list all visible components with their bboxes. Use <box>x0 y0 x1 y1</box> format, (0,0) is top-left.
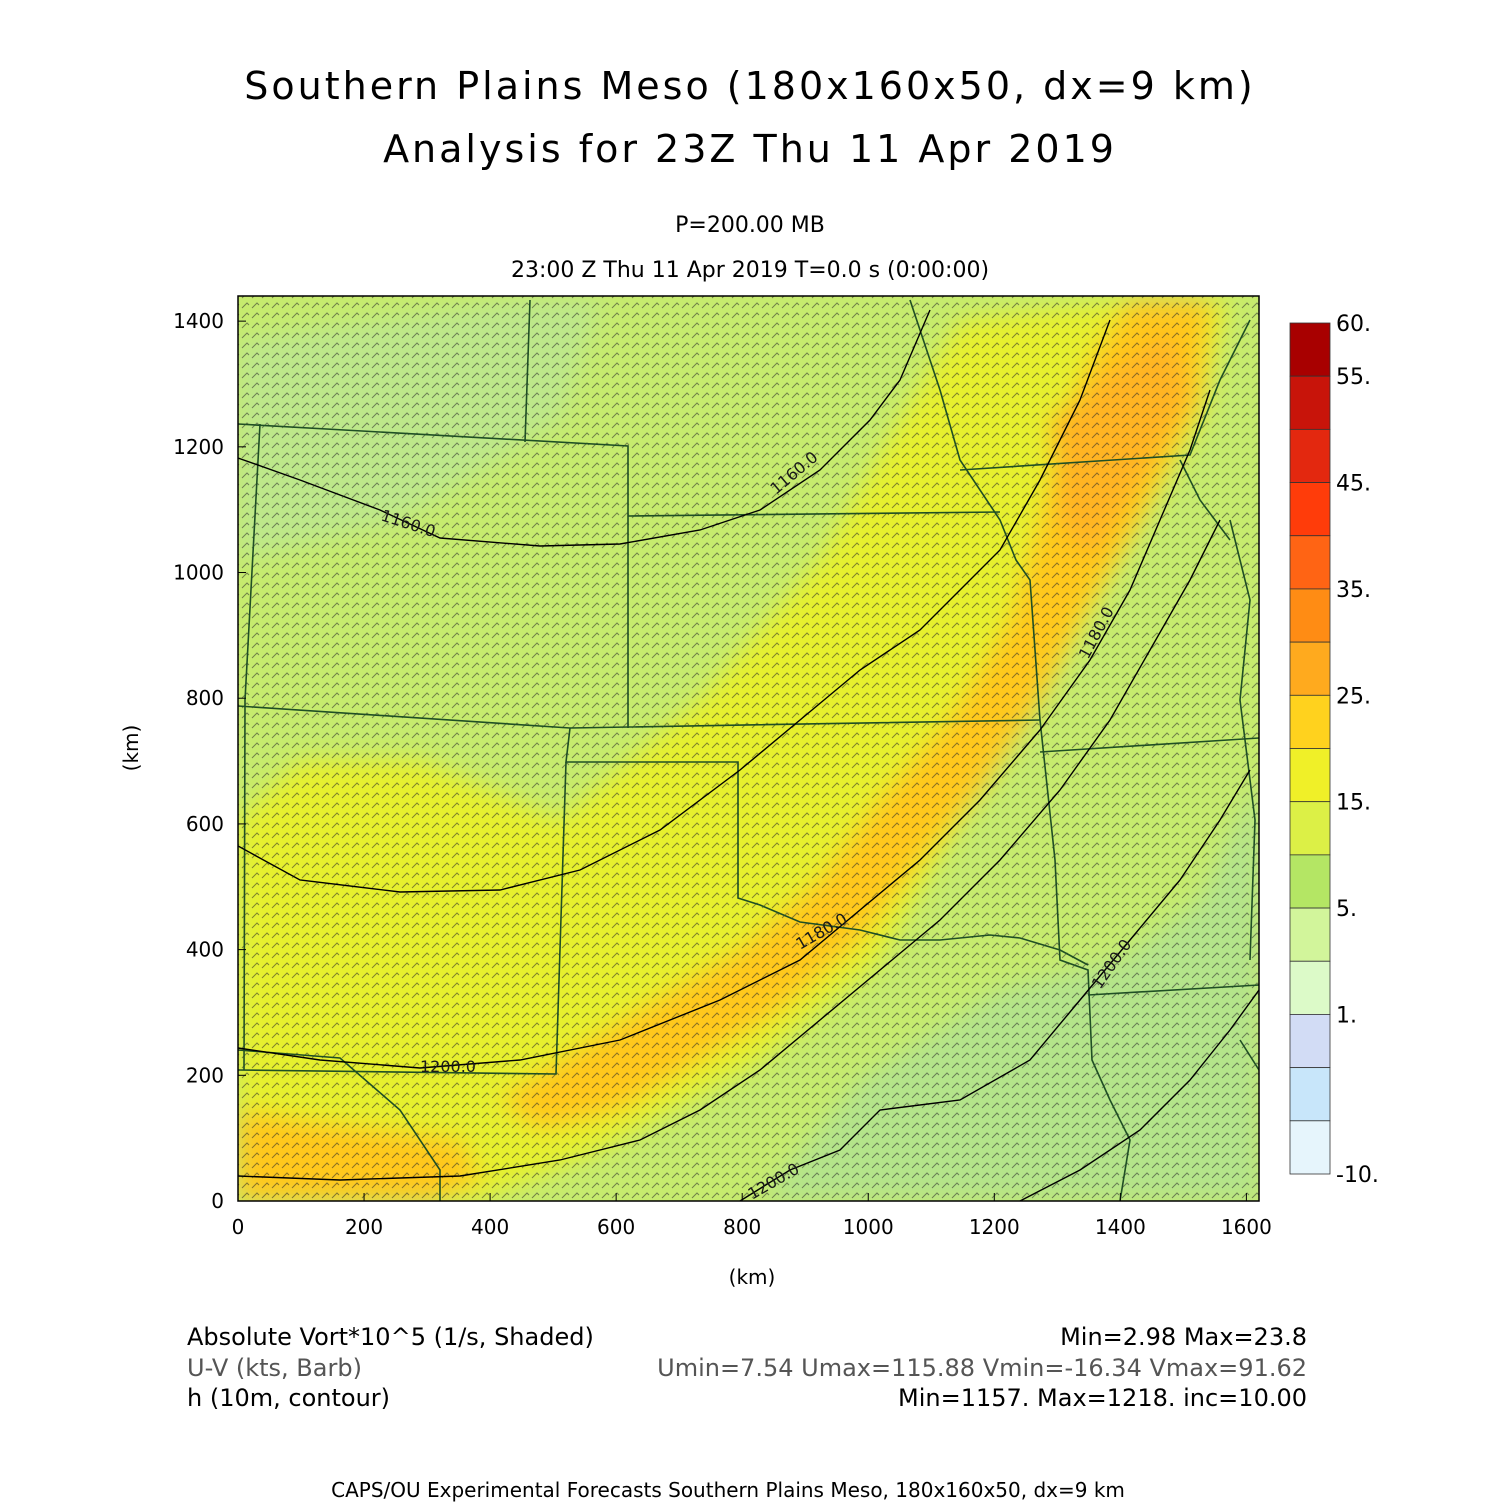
vorticity-shading: 1160.0 1160.0 1180.0 1180.0 1200.0 1200.… <box>238 296 1259 1201</box>
x-tick-label: 1600 <box>1221 1215 1272 1239</box>
colorbar-swatch <box>1289 960 1331 1015</box>
footer-credit: CAPS/OU Experimental Forecasts Southern … <box>331 1478 1125 1502</box>
colorbar-swatch <box>1289 1120 1331 1175</box>
barb-field-label: U-V (kts, Barb) <box>187 1354 362 1382</box>
colorbar-swatch <box>1289 694 1331 749</box>
colorbar-label: 25. <box>1336 684 1371 709</box>
x-tick-label: 1000 <box>843 1215 894 1239</box>
x-tick-label: 1400 <box>1095 1215 1146 1239</box>
height-contours <box>238 309 1259 1201</box>
contour-field-label: h (10m, contour) <box>187 1384 391 1412</box>
colorbar-swatch <box>1289 1067 1331 1122</box>
shading-field-stats: Min=2.98 Max=23.8 <box>1060 1323 1307 1351</box>
colorbar-swatch <box>1289 748 1331 803</box>
colorbar-label: 1. <box>1336 1003 1357 1028</box>
colorbar-swatch <box>1289 854 1331 909</box>
x-tick-label: 600 <box>597 1215 635 1239</box>
colorbar-label: 45. <box>1336 472 1371 497</box>
colorbar-swatch <box>1289 428 1331 483</box>
colorbar-label: 5. <box>1336 897 1357 922</box>
y-tick-label: 800 <box>186 686 224 710</box>
y-tick-label: 600 <box>186 812 224 836</box>
y-tick-label: 1400 <box>173 309 224 333</box>
valid-time-label: 23:00 Z Thu 11 Apr 2019 T=0.0 s (0:00:00… <box>510 258 990 283</box>
colorbar-swatch <box>1289 375 1331 430</box>
colorbar-label: 15. <box>1336 791 1371 816</box>
x-tick-label: 800 <box>723 1215 761 1239</box>
contour-label: 1200.0 <box>420 1057 476 1076</box>
shading-field-label: Absolute Vort*10^5 (1/s, Shaded) <box>187 1323 594 1351</box>
colorbar-swatch <box>1289 588 1331 643</box>
barb-field-stats: Umin=7.54 Umax=115.88 Vmin=-16.34 Vmax=9… <box>657 1354 1307 1382</box>
y-tick-label: 1200 <box>173 435 224 459</box>
colorbar-label: 35. <box>1336 578 1371 603</box>
x-tick-label: 1200 <box>969 1215 1020 1239</box>
colorbar-swatch <box>1289 1014 1331 1069</box>
x-tick-label: 0 <box>232 1215 245 1239</box>
colorbar-label: 60. <box>1336 312 1371 337</box>
colorbar: 60. 55. 45. 35. 25. 15. 5. 1. -10. <box>1289 312 1379 1188</box>
plot-title-line2: Analysis for 23Z Thu 11 Apr 2019 <box>383 127 1117 171</box>
y-tick-label: 0 <box>211 1189 224 1213</box>
colorbar-label: -10. <box>1336 1163 1379 1188</box>
pressure-level-label: P=200.00 MB <box>675 213 825 238</box>
colorbar-swatch <box>1289 482 1331 537</box>
y-axis-label: (km) <box>119 725 143 772</box>
colorbar-label: 55. <box>1336 365 1371 390</box>
colorbar-swatch <box>1289 641 1331 696</box>
colorbar-swatch <box>1289 801 1331 856</box>
plot-title-line1: Southern Plains Meso (180x160x50, dx=9 k… <box>244 64 1256 108</box>
colorbar-swatch <box>1289 322 1331 377</box>
x-axis: 0 200 400 600 800 1000 1200 1400 1600 <box>232 1193 1272 1239</box>
colorbar-swatch <box>1289 535 1331 590</box>
y-tick-label: 400 <box>186 938 224 962</box>
y-tick-label: 200 <box>186 1063 224 1087</box>
state-boundaries <box>238 299 1259 1201</box>
x-tick-label: 400 <box>471 1215 509 1239</box>
colorbar-swatch <box>1289 907 1331 962</box>
x-axis-label: (km) <box>729 1265 776 1289</box>
x-tick-label: 200 <box>345 1215 383 1239</box>
contour-field-stats: Min=1157. Max=1218. inc=10.00 <box>898 1384 1307 1412</box>
plot-frame <box>237 295 1260 1202</box>
y-tick-label: 1000 <box>173 561 224 585</box>
y-axis: 0 200 400 600 800 1000 1200 1400 <box>173 309 246 1213</box>
